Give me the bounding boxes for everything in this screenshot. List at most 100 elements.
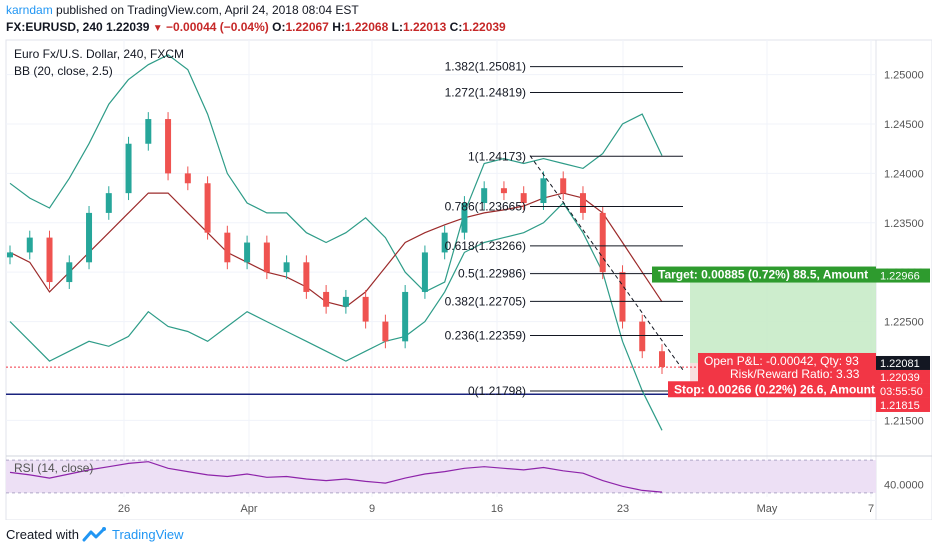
high-value: 1.22068 <box>344 20 389 34</box>
publish-line: karndam published on TradingView.com, Ap… <box>6 3 359 17</box>
candle-body <box>46 237 53 283</box>
candle-body <box>402 291 409 342</box>
fibonacci-extension[interactable]: 1.382(1.25081) 1.272(1.24819) 1(1.24173) 0.… <box>445 60 683 398</box>
y-tick-label: 1.23500 <box>884 218 924 230</box>
y-tick-label: 1.22500 <box>884 317 924 329</box>
candle-body <box>382 321 389 342</box>
close-label: C: <box>449 20 463 34</box>
target-label-bg <box>652 266 876 283</box>
candle-body <box>263 242 270 273</box>
price-tag-bg <box>876 355 930 370</box>
candle-body <box>184 173 191 184</box>
fib-level-label: 1.272(1.24819) <box>445 85 526 99</box>
candle-body <box>421 252 428 292</box>
y-tick-label: 1.24000 <box>884 168 924 180</box>
candle-body <box>303 262 310 292</box>
symbol-label: FX:EURUSD, 240 <box>6 20 103 34</box>
fib-level-label: 1.382(1.25081) <box>445 60 526 74</box>
price-chart[interactable]: 1.382(1.25081) 1.272(1.24819) 1(1.24173) 0.… <box>0 0 932 520</box>
candle-body <box>619 272 626 322</box>
header-bar: karndam published on TradingView.com, Ap… <box>0 0 932 40</box>
price-tag: 03:55:50 <box>880 386 923 398</box>
price-tag-bg <box>876 268 930 283</box>
candle-body <box>26 237 33 253</box>
candle-body <box>66 262 73 283</box>
candle-body <box>659 351 665 368</box>
fib-level-label: 0.786(1.23665) <box>445 199 526 213</box>
pnl-label-bg <box>698 352 876 383</box>
price-tag: 1.22081 <box>880 358 920 370</box>
bb-legend: BB (20, close, 2.5) <box>14 64 113 78</box>
candle-body <box>145 119 152 144</box>
fib-level-label: 0.382(1.22705) <box>445 294 526 308</box>
high-label: H: <box>332 20 345 34</box>
candle-body <box>7 252 13 258</box>
price-tag-bg <box>876 369 930 384</box>
candle-body <box>125 143 132 194</box>
rsi-line <box>9 461 663 493</box>
x-tick-label: 26 <box>118 503 130 515</box>
published-text: published on TradingView.com, April 24, … <box>56 3 359 17</box>
candle-body <box>500 188 507 194</box>
bb-basis <box>9 192 663 308</box>
rsi-pane: 40.0000 <box>6 455 932 494</box>
candle-body <box>224 232 231 263</box>
candle-body <box>441 232 448 253</box>
risk-reward-label: Risk/Reward Ratio: 3.33 <box>730 367 860 381</box>
candle-body <box>204 183 211 233</box>
rsi-band <box>6 460 876 493</box>
candle-body <box>244 242 251 263</box>
candle-body <box>283 262 290 273</box>
bb-upper-band <box>9 54 663 293</box>
rsi-tick-label: 40.0000 <box>884 480 924 492</box>
down-triangle-icon: ▼ <box>152 23 163 34</box>
trend-line[interactable] <box>529 155 684 371</box>
created-with-text: Created with <box>6 527 79 542</box>
last-price: 1.22039 <box>106 20 150 34</box>
tradingview-logo-icon <box>82 526 108 549</box>
price-change: −0.00044 (−0.04%) <box>166 20 269 34</box>
rsi-legend: RSI (14, close) <box>14 461 94 475</box>
grid <box>6 40 876 497</box>
fib-level-label: 0.5(1.22986) <box>458 267 526 281</box>
position-labels: Target: 0.00885 (0.72%) 88.5, Amount Open… <box>652 266 876 398</box>
fib-level-label: 0(1.21798) <box>468 384 526 398</box>
chart-title: Euro Fx/U.S. Dollar, 240, FXCM <box>14 47 185 61</box>
footer: Created with TradingView <box>0 520 932 550</box>
author-link[interactable]: karndam <box>6 3 53 17</box>
open-value: 1.22067 <box>285 20 329 34</box>
tradingview-brand[interactable]: TradingView <box>112 527 184 542</box>
bollinger-bands <box>9 54 663 431</box>
low-label: L: <box>391 20 403 34</box>
candles <box>7 112 665 374</box>
candle-body <box>342 296 349 307</box>
target-label: Target: 0.00885 (0.72%) 88.5, Amount <box>658 268 868 282</box>
price-tag-bg <box>876 383 930 398</box>
x-tick-label: 9 <box>369 503 375 515</box>
price-tags: 1.22966 1.22081 1.22039 03:55:50 1.21815 <box>876 268 930 412</box>
candle-body <box>540 178 547 204</box>
price-tag-bg <box>876 397 930 412</box>
symbol-line: FX:EURUSD, 240 1.22039 ▼ −0.00044 (−0.04… <box>6 20 506 34</box>
y-tick-label: 1.21500 <box>884 415 924 427</box>
price-tag: 1.22966 <box>880 271 920 283</box>
dashed-trend-line[interactable] <box>529 155 684 371</box>
target-zone <box>690 275 876 363</box>
candle-body <box>86 212 93 263</box>
candle-body <box>105 193 112 213</box>
price-tag: 1.22039 <box>880 372 920 384</box>
stop-label-bg <box>668 381 876 398</box>
x-tick-label: May <box>757 503 778 515</box>
fib-level-label: 0.618(1.23266) <box>445 239 526 253</box>
candle-body <box>481 188 488 204</box>
candle-body <box>639 321 646 352</box>
fib-level-label: 0.236(1.22359) <box>445 329 526 343</box>
candle-body <box>165 119 172 174</box>
candle-body <box>520 193 527 204</box>
open-label: O: <box>272 20 286 34</box>
candle-body <box>323 291 330 307</box>
x-tick-label: 23 <box>617 503 629 515</box>
candle-body <box>579 193 586 213</box>
price-tag: 1.21815 <box>880 400 920 412</box>
stop-label: Stop: 0.00266 (0.22%) 26.6, Amount <box>674 382 875 396</box>
